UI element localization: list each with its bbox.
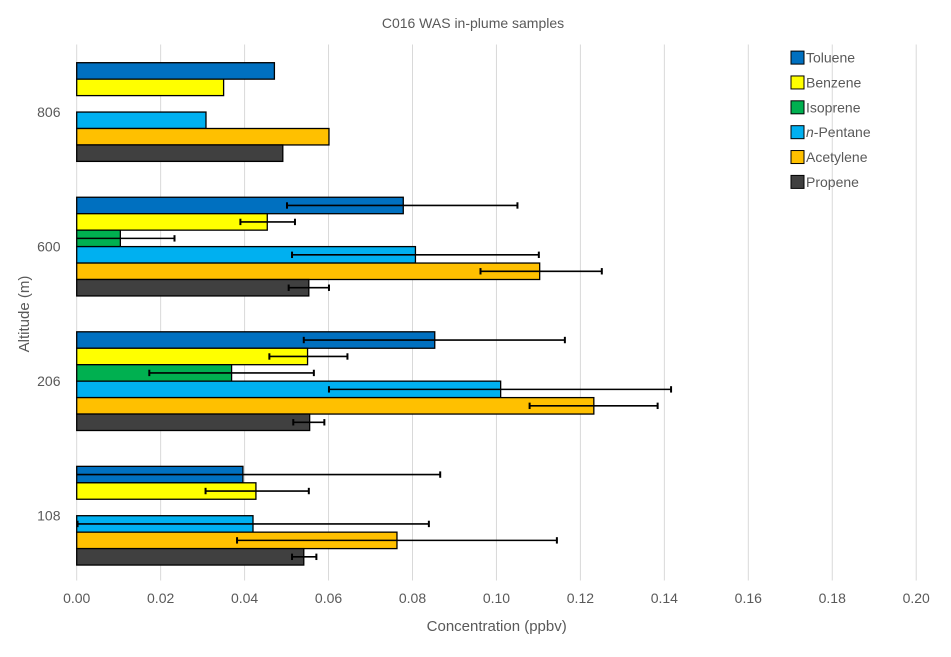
- svg-text:0.08: 0.08: [399, 590, 426, 606]
- svg-text:0.16: 0.16: [735, 590, 762, 606]
- svg-text:Benzene: Benzene: [806, 74, 861, 90]
- svg-text:Propene: Propene: [806, 174, 859, 190]
- svg-text:108: 108: [37, 508, 61, 524]
- svg-text:Acetylene: Acetylene: [806, 149, 868, 165]
- svg-text:n-Pentane: n-Pentane: [806, 124, 871, 140]
- svg-text:Altitude (m): Altitude (m): [16, 276, 33, 353]
- svg-text:Concentration (ppbv): Concentration (ppbv): [427, 618, 567, 635]
- svg-text:806: 806: [37, 104, 61, 120]
- svg-text:Toluene: Toluene: [806, 50, 855, 66]
- svg-text:0.00: 0.00: [63, 590, 90, 606]
- svg-text:0.02: 0.02: [147, 590, 174, 606]
- svg-text:Isoprene: Isoprene: [806, 99, 861, 115]
- svg-text:0.12: 0.12: [567, 590, 594, 606]
- svg-text:0.10: 0.10: [483, 590, 510, 606]
- svg-text:0.06: 0.06: [315, 590, 342, 606]
- svg-text:206: 206: [37, 373, 61, 389]
- svg-text:C016 WAS in-plume samples: C016 WAS in-plume samples: [382, 15, 564, 31]
- svg-text:0.14: 0.14: [651, 590, 678, 606]
- svg-text:0.20: 0.20: [903, 590, 930, 606]
- svg-text:0.18: 0.18: [819, 590, 846, 606]
- svg-text:0.04: 0.04: [231, 590, 258, 606]
- svg-text:600: 600: [37, 239, 61, 255]
